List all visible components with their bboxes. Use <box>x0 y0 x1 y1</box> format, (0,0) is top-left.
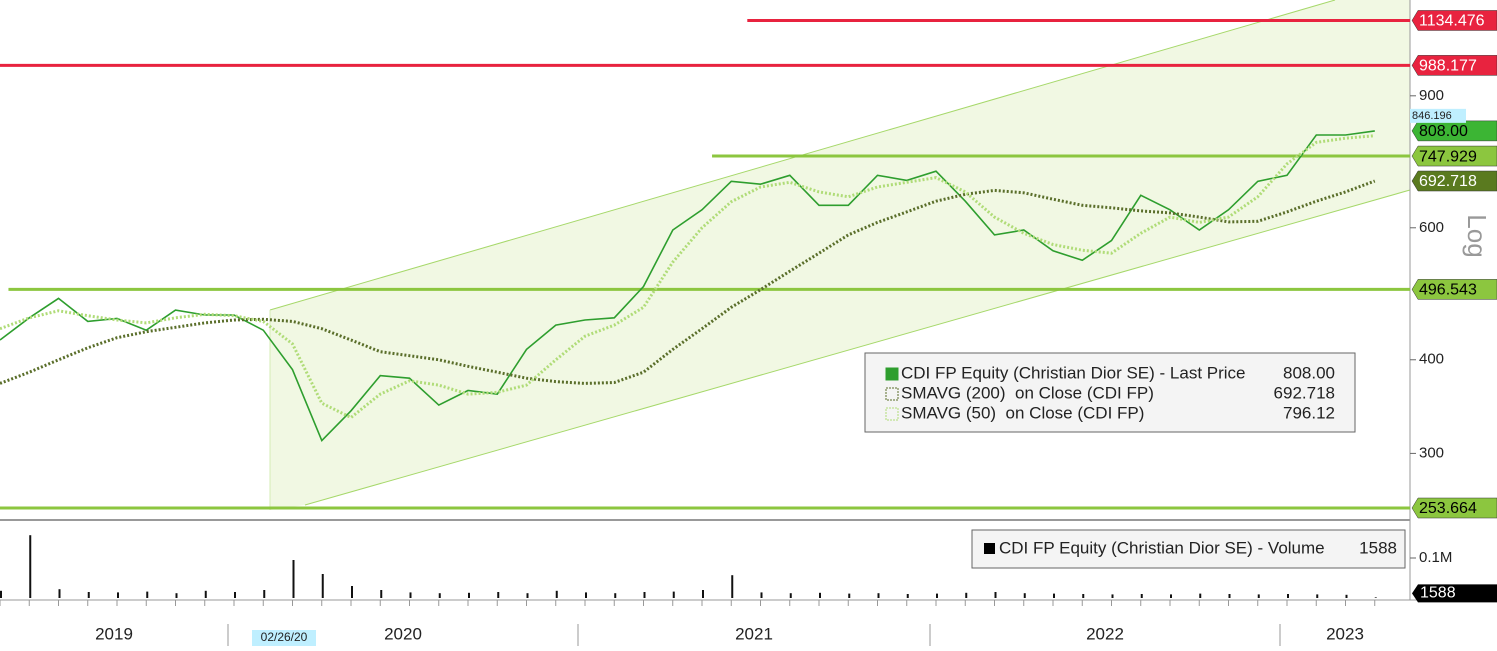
y-tick-label: 900 <box>1419 87 1444 104</box>
volume-bar <box>936 593 938 598</box>
volume-bar <box>994 592 997 598</box>
volume-bar <box>146 591 149 598</box>
legend-swatch <box>885 367 899 381</box>
high-marker: 846.196 <box>1412 110 1452 122</box>
legend-value: 796.12 <box>1283 403 1335 422</box>
legend-value: 808.00 <box>1283 363 1335 382</box>
legend: CDI FP Equity (Christian Dior SE) - Last… <box>864 352 1356 433</box>
volume-tick-label: 0.1M <box>1419 549 1452 566</box>
high-marker-bg <box>1410 108 1466 123</box>
channel-lower <box>304 189 1411 506</box>
volume-legend-swatch <box>984 543 995 554</box>
volume-bar <box>1111 594 1114 598</box>
volume-bar <box>175 593 178 598</box>
level-tag-bg <box>1411 55 1497 76</box>
volume-bar <box>1374 597 1377 598</box>
legend-swatch <box>885 407 899 421</box>
level-tag: 747.929 <box>1419 148 1477 165</box>
legend-box <box>864 352 1356 433</box>
legend-value: 692.718 <box>1274 383 1335 402</box>
volume-bar <box>848 593 851 598</box>
volume-bar <box>906 594 909 598</box>
volume-bar <box>702 590 704 598</box>
volume-bar <box>29 535 32 598</box>
volume-bar <box>1345 594 1348 598</box>
channel-fill <box>270 0 1410 510</box>
volume-bar <box>497 592 500 598</box>
highlight-date-bg <box>252 630 316 646</box>
level-tag-bg <box>1411 10 1497 31</box>
volume-bar <box>292 560 295 598</box>
volume-bar <box>321 574 324 598</box>
volume-bar <box>1287 594 1289 598</box>
volume-bar <box>351 586 353 598</box>
level-tag: 496.543 <box>1419 282 1477 299</box>
x-tick-label: 2022 <box>1086 624 1124 643</box>
volume-bar <box>672 591 675 598</box>
x-tick-label: 2023 <box>1326 624 1364 643</box>
series-line <box>0 134 1375 420</box>
volume-legend-label: CDI FP Equity (Christian Dior SE) - Volu… <box>999 538 1325 557</box>
x-tick-label: 2021 <box>735 624 773 643</box>
level-tag-bg <box>1411 279 1497 300</box>
volume-bar <box>1082 594 1085 598</box>
volume-bar <box>234 592 236 598</box>
volume-bar <box>409 592 412 598</box>
volume-bar <box>789 593 792 598</box>
volume-bar <box>585 592 587 598</box>
price-tag: 808.00 <box>1419 123 1468 140</box>
volume-bar <box>204 590 207 598</box>
y-tick-label: 400 <box>1419 351 1444 368</box>
volume-tag-bg <box>1412 584 1497 603</box>
volume-bar <box>438 593 441 598</box>
volume-bar <box>1316 594 1319 598</box>
volume-bar <box>263 590 266 598</box>
level-tag: 253.664 <box>1419 500 1477 517</box>
volume-bar <box>87 592 90 598</box>
volume-bar <box>1140 594 1143 598</box>
level-tag: 988.177 <box>1419 58 1477 75</box>
legend-label: SMAVG (200) on Close (CDI FP) <box>901 383 1154 402</box>
volume-bar <box>380 590 383 598</box>
series-line <box>0 179 1376 385</box>
sma200-tag: 692.718 <box>1419 173 1477 190</box>
legend-label: CDI FP Equity (Christian Dior SE) - Last… <box>901 363 1246 382</box>
volume-bar <box>760 592 763 598</box>
volume-bar <box>526 593 529 598</box>
volume-bar <box>1228 594 1231 598</box>
y-axis-label: Log <box>1462 214 1492 257</box>
volume-bar <box>731 575 734 598</box>
legend-label: SMAVG (50) on Close (CDI FP) <box>901 403 1144 422</box>
x-tick-label: 2020 <box>384 624 422 643</box>
volume-bar <box>1053 593 1055 598</box>
y-tick-label: 600 <box>1419 219 1444 236</box>
volume-bar <box>1199 593 1202 598</box>
volume-bar <box>643 592 646 598</box>
volume-bar <box>468 592 470 598</box>
y-tick-label: 300 <box>1419 444 1444 461</box>
volume-bar <box>58 589 61 598</box>
volume-bar <box>0 590 2 598</box>
sma200-tag-bg <box>1411 170 1497 192</box>
level-tag-bg <box>1411 497 1497 519</box>
volume-bar <box>555 590 558 598</box>
volume-bar <box>819 592 821 598</box>
highlight-date: 02/26/20 <box>261 630 308 644</box>
level-tag-bg <box>1411 145 1497 167</box>
legend-swatch <box>885 387 899 401</box>
volume-bar <box>1023 593 1026 598</box>
volume-legend-value: 1588 <box>1359 538 1397 557</box>
volume-bar <box>1170 594 1172 598</box>
volume-bar <box>117 592 119 598</box>
volume-bar <box>877 593 880 598</box>
volume-bar <box>965 592 968 598</box>
level-tag: 1134.476 <box>1419 13 1485 30</box>
volume-bar <box>1257 594 1260 598</box>
x-tick-label: 2019 <box>95 624 133 643</box>
volume-legend-box <box>971 529 1406 569</box>
volume-tag: 1588 <box>1420 585 1456 602</box>
volume-bar <box>614 593 617 598</box>
